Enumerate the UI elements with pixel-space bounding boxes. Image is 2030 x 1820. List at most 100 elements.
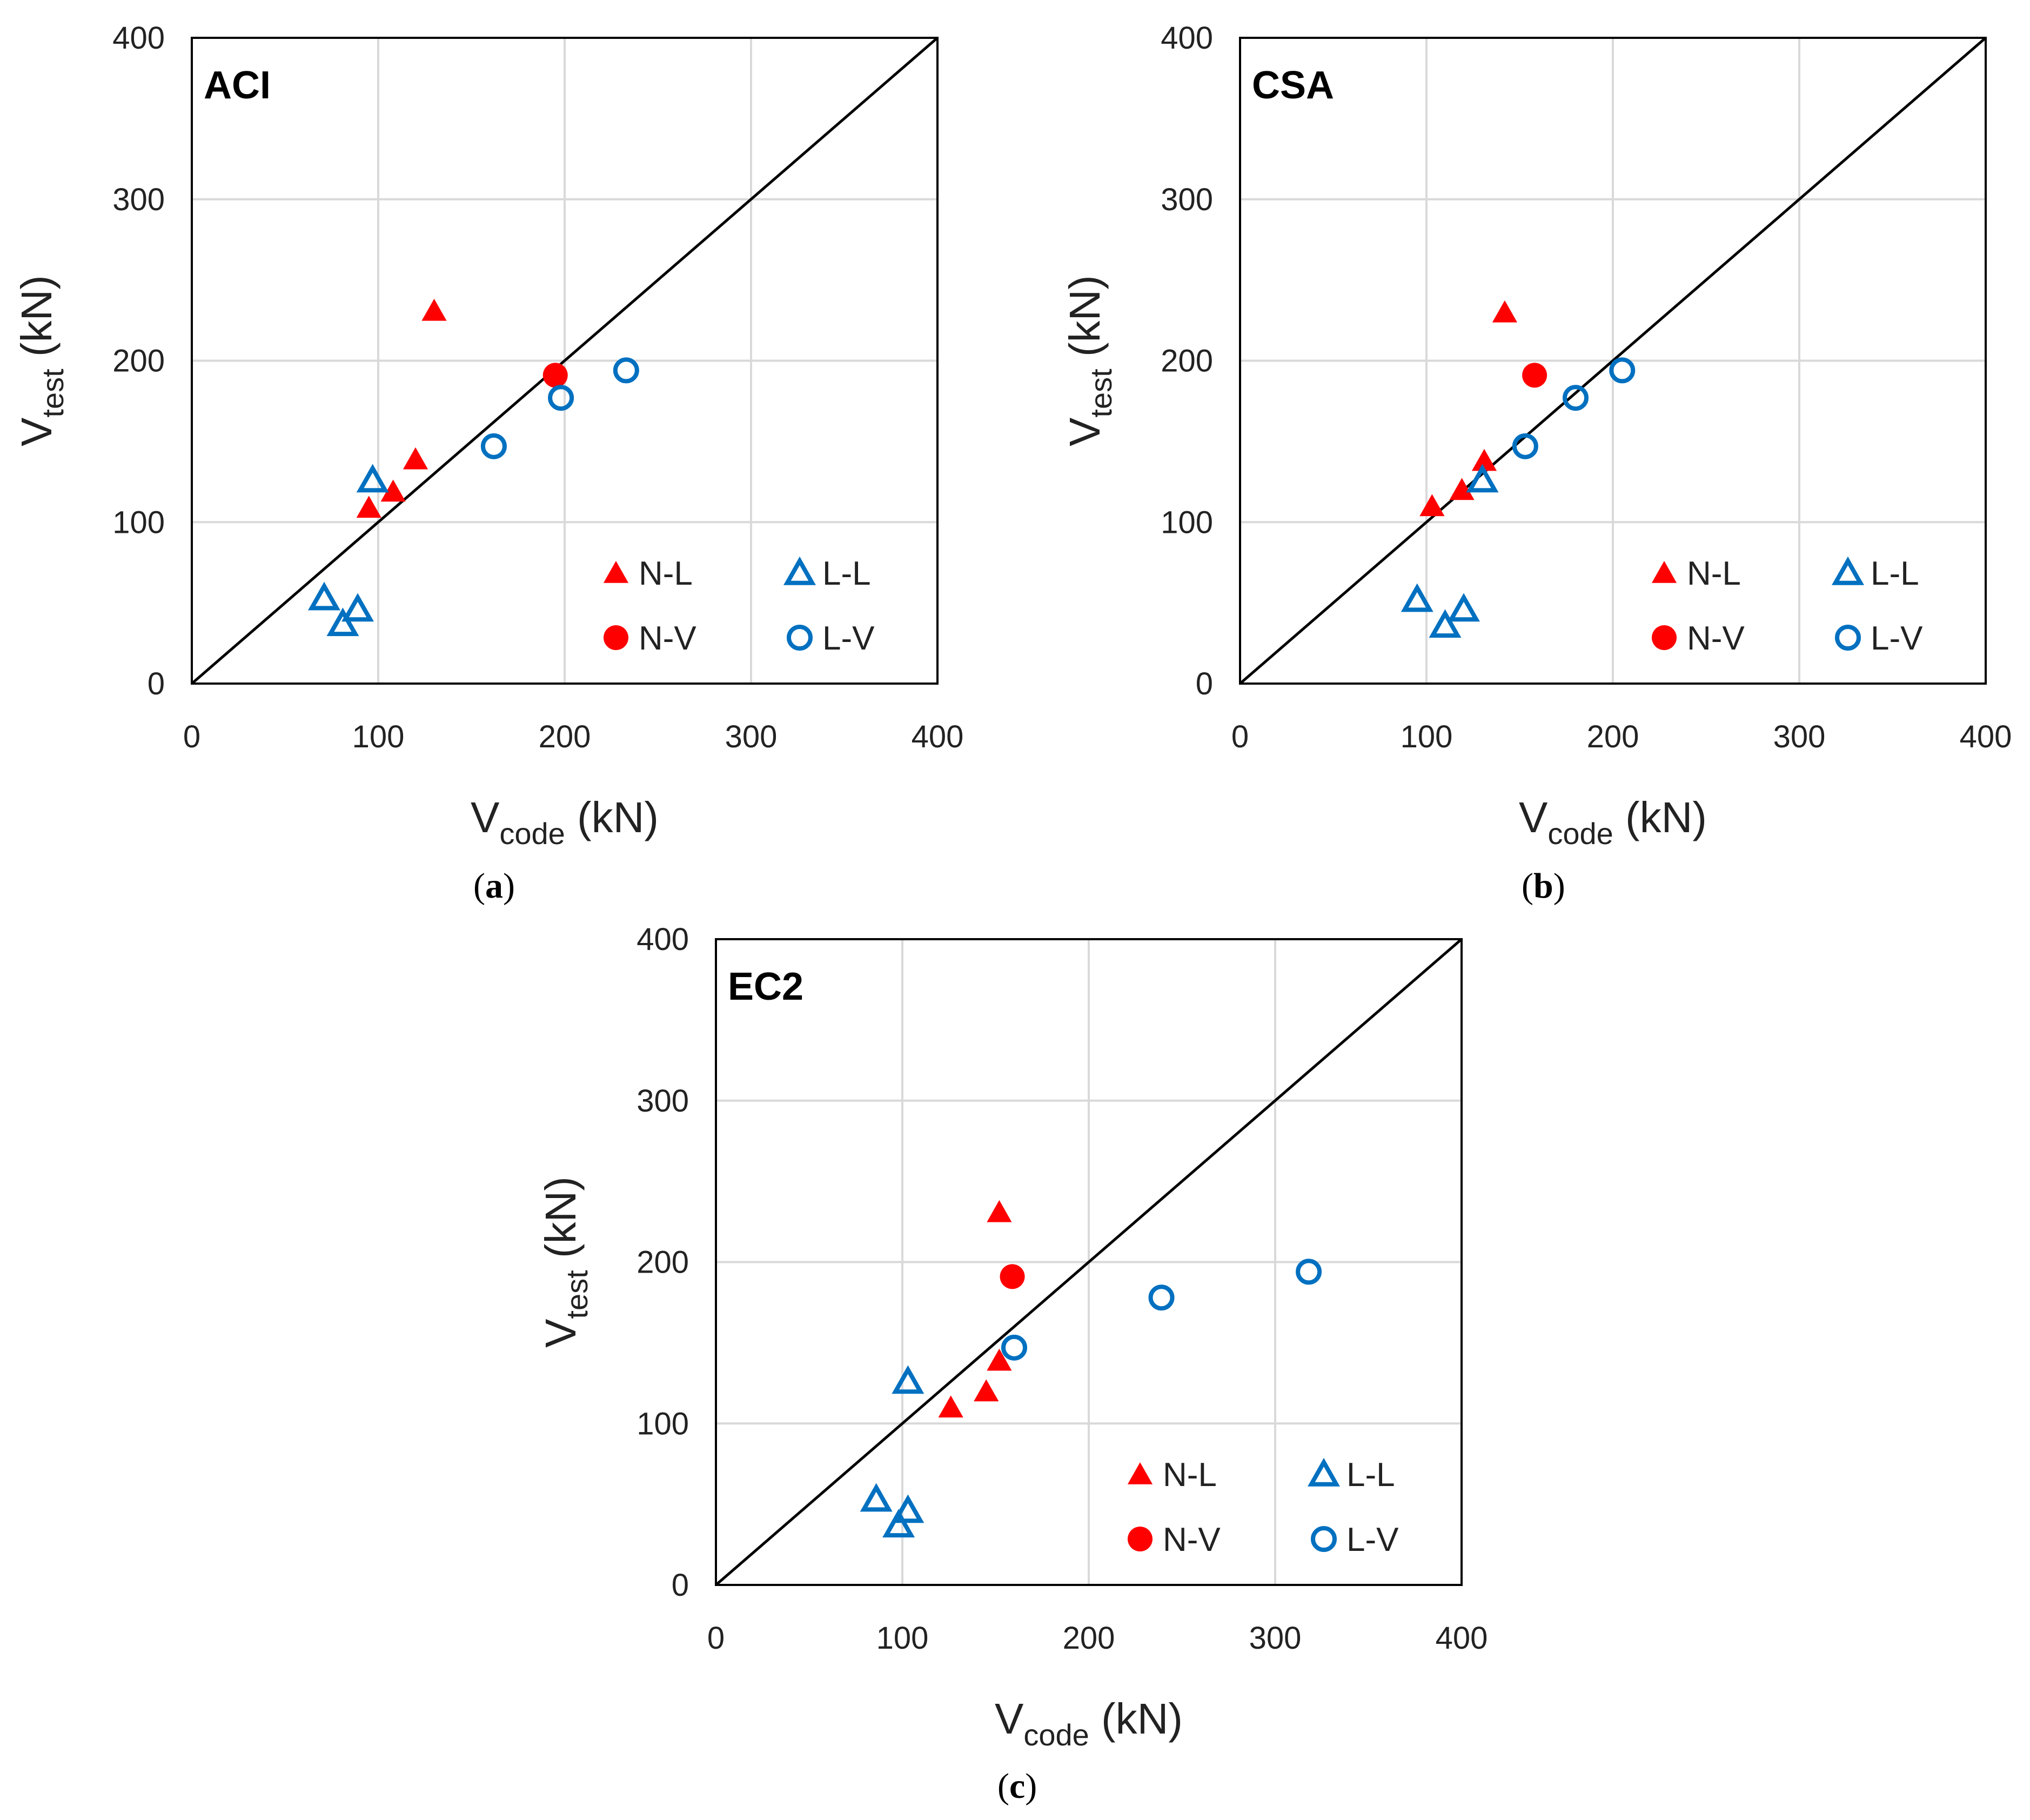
series-l-l — [860, 1365, 924, 1538]
data-point-n-l — [1449, 478, 1475, 500]
reference-line-y-equals-x — [1239, 37, 1987, 685]
x-tick-label: 0 — [707, 1621, 725, 1656]
y-tick-label: 100 — [112, 505, 165, 540]
chart-csa-svg: 0 100 200 300 400 0 100 200 300 400 Vcode (kN) Vtes… — [1061, 21, 2012, 851]
legend-marker-l-l — [1308, 1457, 1340, 1487]
caption-b: (b) — [1522, 866, 1565, 906]
data-point-l-v — [1609, 357, 1636, 384]
legend-label-l-l: L-L — [1871, 555, 1919, 592]
legend-label-n-l: N-L — [639, 555, 693, 592]
legend-marker-n-l — [1651, 561, 1677, 583]
data-point-l-l — [356, 464, 389, 493]
series-n-v — [542, 363, 568, 388]
series-n-l — [356, 298, 447, 518]
data-point-l-l — [1448, 593, 1480, 622]
data-point-l-l — [860, 1483, 893, 1512]
data-point-l-v — [1512, 433, 1538, 459]
data-point-l-l — [307, 581, 340, 611]
legend: N-L L-L N-V L-V — [1127, 1456, 1399, 1558]
legend-label-l-v: L-V — [1346, 1521, 1399, 1558]
chart-panel-aci: 0 100 200 300 400 0 100 200 300 400 Vcode (kN) Vtes… — [0, 0, 1000, 906]
legend: N-L L-L N-V L-V — [1651, 555, 1923, 657]
x-tick-label: 300 — [1249, 1621, 1302, 1656]
y-axis-title: Vtest (kN) — [537, 1176, 594, 1348]
plot-area-border — [191, 37, 939, 685]
x-axis-title: Vcode (kN) — [1519, 793, 1707, 851]
chart-panel-ec2: 0 100 200 300 400 0 100 200 300 400 Vcode (kN) Vtes… — [524, 901, 1524, 1806]
x-tick-label: 300 — [725, 719, 778, 754]
y-tick-label: 200 — [112, 344, 165, 379]
x-tick-label: 400 — [912, 719, 964, 754]
series-l-l — [307, 464, 389, 637]
x-tick-label: 200 — [539, 719, 591, 754]
y-tick-label: 0 — [672, 1568, 689, 1603]
x-tick-label: 100 — [876, 1621, 929, 1656]
legend-label-l-l: L-L — [822, 555, 871, 592]
data-point-n-l — [1492, 300, 1517, 323]
x-tick-label: 100 — [352, 719, 405, 754]
legend: N-L L-L N-V L-V — [603, 555, 875, 657]
data-point-l-v — [1148, 1284, 1175, 1311]
data-point-l-v — [480, 433, 507, 459]
data-point-l-v — [1296, 1259, 1322, 1285]
legend-marker-l-l — [783, 556, 816, 585]
series-n-l — [1419, 300, 1517, 517]
data-point-l-l — [892, 1365, 924, 1394]
series-n-v — [1000, 1264, 1025, 1289]
x-axis-title: Vcode (kN) — [995, 1695, 1183, 1752]
y-tick-label: 200 — [1161, 344, 1213, 379]
plot-area-border — [1239, 37, 1987, 685]
x-tick-label: 400 — [1436, 1621, 1488, 1656]
legend-marker-n-l — [603, 561, 629, 583]
x-tick-label: 300 — [1773, 719, 1826, 754]
y-tick-label: 400 — [1161, 21, 1213, 56]
y-tick-label: 100 — [1161, 505, 1213, 540]
chart-aci-svg: 0 100 200 300 400 0 100 200 300 400 Vcode (kN) Vtes… — [12, 21, 964, 851]
series-l-l — [1401, 464, 1499, 638]
caption-a: (a) — [473, 866, 515, 906]
legend-label-l-l: L-L — [1346, 1456, 1395, 1494]
series-n-v — [1522, 363, 1547, 388]
legend-marker-n-v — [604, 625, 628, 650]
legend-marker-n-v — [1128, 1527, 1153, 1551]
series-l-v — [480, 357, 639, 459]
data-point-l-v — [548, 385, 574, 411]
data-point-l-v — [1563, 385, 1589, 411]
reference-line-y-equals-x — [191, 37, 939, 685]
y-tick-label: 400 — [112, 21, 165, 56]
series-l-v — [1001, 1259, 1322, 1361]
y-tick-label: 300 — [1161, 182, 1213, 217]
data-point-n-l — [403, 447, 428, 470]
legend-label-n-v: N-V — [1163, 1521, 1221, 1558]
data-point-n-l — [380, 479, 406, 502]
x-axis-title: Vcode (kN) — [471, 793, 659, 851]
y-tick-label: 400 — [637, 922, 689, 957]
data-point-n-v — [1522, 363, 1547, 388]
data-point-l-l — [341, 593, 374, 622]
series-l-v — [1512, 357, 1636, 459]
legend-label-l-v: L-V — [1871, 620, 1923, 657]
data-point-n-l — [987, 1348, 1012, 1371]
legend-marker-l-v — [787, 625, 813, 651]
legend-marker-l-v — [1835, 625, 1861, 651]
data-point-l-l — [326, 607, 359, 637]
y-tick-label: 300 — [112, 182, 165, 217]
legend-label-n-v: N-V — [1687, 620, 1745, 657]
legend-marker-l-l — [1832, 556, 1864, 585]
data-point-l-v — [613, 357, 639, 384]
y-axis-title: Vtest (kN) — [1061, 275, 1118, 446]
data-point-n-v — [542, 363, 568, 388]
data-point-l-v — [1001, 1334, 1027, 1361]
data-point-n-v — [1000, 1264, 1025, 1289]
data-point-n-l — [1419, 494, 1445, 517]
chart-panel-csa: 0 100 200 300 400 0 100 200 300 400 Vcode (kN) Vtes… — [1048, 0, 2030, 906]
x-tick-label: 200 — [1063, 1621, 1115, 1656]
data-point-n-l — [938, 1395, 963, 1418]
y-tick-label: 100 — [637, 1406, 689, 1441]
x-tick-label: 100 — [1401, 719, 1453, 754]
caption-c: (c) — [997, 1767, 1037, 1806]
y-axis-title: Vtest (kN) — [12, 275, 70, 446]
data-point-l-l — [1466, 464, 1499, 493]
legend-label-n-l: N-L — [1687, 555, 1741, 592]
x-tick-label: 400 — [1960, 719, 2012, 754]
